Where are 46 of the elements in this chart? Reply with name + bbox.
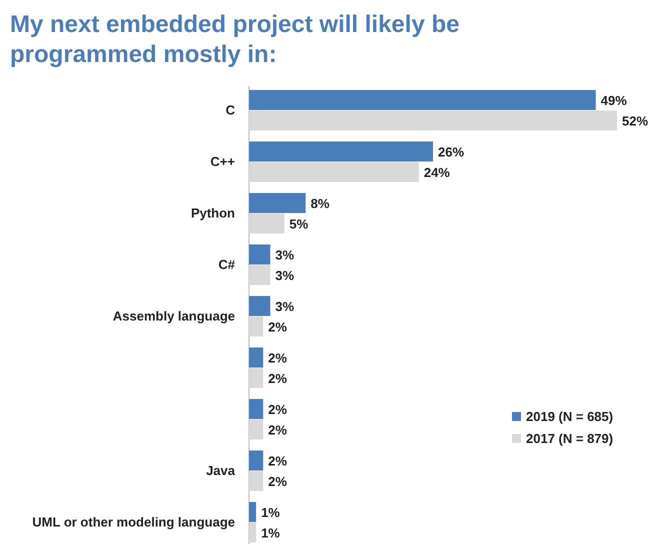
data-label: 2% bbox=[268, 474, 288, 489]
y-tick-label: C# bbox=[218, 257, 236, 272]
bar bbox=[249, 142, 433, 162]
bar bbox=[249, 348, 264, 368]
data-label: 26% bbox=[438, 144, 464, 160]
data-label: 3% bbox=[275, 247, 294, 262]
data-label: 2% bbox=[268, 370, 288, 386]
bar bbox=[249, 420, 264, 440]
data-label: 24% bbox=[424, 164, 450, 180]
data-label: 1% bbox=[261, 504, 280, 520]
bar bbox=[249, 265, 270, 285]
data-label: 2% bbox=[268, 319, 288, 334]
y-tick-label: C++ bbox=[210, 154, 236, 169]
bar bbox=[249, 368, 264, 388]
data-label: 5% bbox=[289, 216, 309, 232]
data-label: 49% bbox=[600, 92, 628, 108]
bar bbox=[249, 296, 270, 316]
data-label: 1% bbox=[261, 525, 280, 540]
bar bbox=[249, 522, 256, 542]
bar bbox=[249, 471, 264, 491]
bar bbox=[249, 162, 419, 182]
bar bbox=[249, 399, 264, 419]
chart-title: My next embedded project will likely be programmed mostly in: bbox=[10, 11, 460, 68]
y-tick-label: Assembly language bbox=[112, 308, 235, 324]
bar bbox=[249, 244, 270, 264]
data-label: 3% bbox=[275, 268, 294, 283]
bar bbox=[249, 316, 264, 336]
bar bbox=[249, 502, 256, 522]
data-label: 2% bbox=[268, 453, 288, 468]
bar bbox=[249, 193, 306, 213]
bar bbox=[249, 214, 284, 234]
legend-label: 2017 (N = 879) bbox=[526, 431, 614, 446]
data-label: 3% bbox=[275, 298, 294, 314]
data-label: 52% bbox=[622, 113, 648, 128]
y-tick-label: C bbox=[226, 102, 236, 118]
y-tick-label: UML or other modeling language bbox=[32, 514, 235, 530]
bar bbox=[249, 450, 264, 470]
data-label: 2% bbox=[268, 422, 288, 438]
bar bbox=[249, 110, 617, 130]
bar bbox=[249, 90, 596, 110]
data-label: 2% bbox=[268, 350, 288, 366]
data-label: 2% bbox=[268, 402, 288, 417]
data-label: 8% bbox=[310, 196, 330, 211]
y-tick-label: Python bbox=[190, 206, 236, 220]
legend-label: 2019 (N = 685) bbox=[526, 409, 614, 424]
y-tick-label: Java bbox=[206, 463, 236, 478]
